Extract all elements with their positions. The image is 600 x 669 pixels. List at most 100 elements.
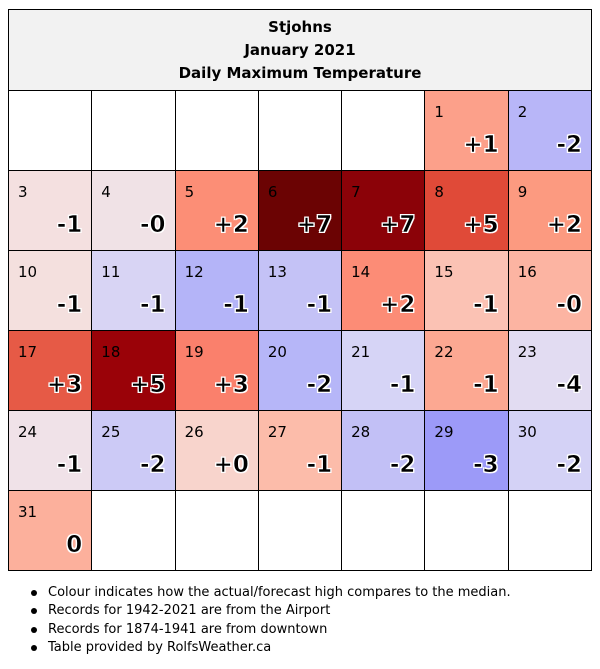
empty-cell	[7, 90, 93, 171]
temperature-anomaly: -1	[473, 292, 499, 319]
day-cell: 16 -0	[507, 250, 593, 331]
day-cell: 17 +3	[7, 330, 93, 411]
day-number: 24	[18, 423, 38, 441]
day-number: 1	[434, 103, 444, 121]
day-number: 15	[434, 263, 454, 281]
temperature-anomaly: 0	[66, 532, 83, 559]
day-cell: 6 +7	[257, 170, 343, 251]
day-cell: 8 +5	[424, 170, 509, 251]
temperature-anomaly: -2	[389, 452, 416, 479]
day-cell: 21 -1	[341, 330, 426, 411]
note-item: Table provided by RolfsWeather.ca	[31, 639, 511, 657]
empty-cell	[91, 490, 176, 571]
day-number: 22	[434, 343, 454, 361]
empty-cell	[257, 490, 343, 571]
day-number: 4	[101, 183, 111, 201]
empty-cell	[507, 490, 593, 571]
temperature-anomaly: +2	[213, 212, 249, 239]
temperature-anomaly: -3	[473, 452, 499, 479]
empty-cell	[424, 490, 509, 571]
day-number: 30	[517, 423, 537, 441]
day-cell: 27 -1	[257, 410, 343, 491]
temperature-anomaly: -2	[140, 452, 166, 479]
temperature-anomaly: +2	[546, 212, 582, 239]
notes-list: Colour indicates how the actual/forecast…	[31, 584, 511, 657]
note-item: Records for 1874-1941 are from downtown	[31, 621, 511, 639]
temperature-anomaly: +2	[380, 292, 416, 319]
calendar-body: 1 +1 2 -2 3 -1 4 -0 5 +2 6 +7 7 +7 8 +5 9 +2 10 -1 11 -1 12 -1 1…	[7, 90, 593, 571]
note-item: Colour indicates how the actual/forecast…	[31, 584, 511, 602]
note-item: Records for 1942-2021 are from the Airpo…	[31, 602, 511, 620]
temperature-anomaly: -1	[306, 452, 333, 479]
day-cell: 22 -1	[424, 330, 509, 411]
temperature-anomaly: +1	[463, 132, 499, 159]
day-number: 9	[517, 183, 528, 201]
temperature-anomaly: -0	[140, 212, 166, 239]
calendar-week-row: 17 +3 18 +5 19 +3 20 -2 21 -1 22 -1 23 -4	[7, 330, 593, 411]
temperature-anomaly: +5	[463, 212, 499, 239]
temperature-anomaly: -1	[223, 292, 249, 319]
temperature-anomaly: -2	[306, 372, 333, 399]
day-number: 10	[18, 263, 38, 281]
day-number: 5	[184, 183, 195, 201]
day-number: 16	[517, 263, 537, 281]
temperature-anomaly: +3	[47, 372, 83, 399]
day-number: 8	[434, 183, 444, 201]
day-number: 7	[351, 183, 361, 201]
empty-cell	[174, 90, 259, 171]
temperature-anomaly: +5	[130, 372, 166, 399]
temperature-anomaly: -1	[140, 292, 166, 319]
temperature-anomaly: -1	[56, 452, 83, 479]
temperature-anomaly: +7	[380, 212, 416, 239]
city-title: Stjohns	[268, 17, 332, 36]
day-cell: 23 -4	[507, 330, 593, 411]
day-cell: 7 +7	[341, 170, 426, 251]
empty-cell	[341, 490, 426, 571]
temperature-anomaly: +0	[213, 452, 249, 479]
calendar-week-row: 1 +1 2 -2	[7, 90, 593, 171]
day-cell: 26 +0	[174, 410, 259, 491]
calendar-header: Stjohns January 2021 Daily Maximum Tempe…	[8, 9, 592, 91]
calendar-week-row: 3 -1 4 -0 5 +2 6 +7 7 +7 8 +5 9 +2	[7, 170, 593, 251]
day-number: 17	[18, 343, 38, 361]
day-number: 2	[517, 103, 528, 121]
day-number: 11	[101, 263, 121, 281]
day-cell: 24 -1	[7, 410, 93, 491]
day-cell: 12 -1	[174, 250, 259, 331]
day-number: 27	[267, 423, 287, 441]
day-cell: 29 -3	[424, 410, 509, 491]
day-cell: 30 -2	[507, 410, 593, 491]
day-cell: 2 -2	[507, 90, 593, 171]
day-cell: 3 -1	[7, 170, 93, 251]
day-number: 19	[184, 343, 204, 361]
day-number: 23	[517, 343, 537, 361]
day-number: 20	[267, 343, 287, 361]
empty-cell	[341, 90, 426, 171]
day-number: 12	[184, 263, 204, 281]
day-cell: 10 -1	[7, 250, 93, 331]
day-number: 26	[184, 423, 204, 441]
day-cell: 20 -2	[257, 330, 343, 411]
temperature-anomaly: -1	[56, 292, 83, 319]
day-cell: 13 -1	[257, 250, 343, 331]
day-cell: 31 0	[7, 490, 93, 571]
month-title: January 2021	[244, 40, 356, 59]
temperature-anomaly: -0	[556, 292, 582, 319]
calendar-week-row: 24 -1 25 -2 26 +0 27 -1 28 -2 29 -3 30 -2	[7, 410, 593, 491]
day-cell: 28 -2	[341, 410, 426, 491]
day-cell: 1 +1	[424, 90, 509, 171]
day-number: 21	[351, 343, 371, 361]
day-number: 13	[267, 263, 287, 281]
day-cell: 4 -0	[91, 170, 176, 251]
temperature-anomaly: -4	[556, 372, 582, 399]
day-number: 3	[18, 183, 28, 201]
day-number: 18	[101, 343, 121, 361]
day-cell: 11 -1	[91, 250, 176, 331]
day-cell: 18 +5	[91, 330, 176, 411]
temperature-anomaly: -1	[389, 372, 416, 399]
day-number: 14	[351, 263, 371, 281]
day-cell: 5 +2	[174, 170, 259, 251]
day-number: 28	[351, 423, 371, 441]
day-number: 31	[18, 503, 38, 521]
day-cell: 25 -2	[91, 410, 176, 491]
